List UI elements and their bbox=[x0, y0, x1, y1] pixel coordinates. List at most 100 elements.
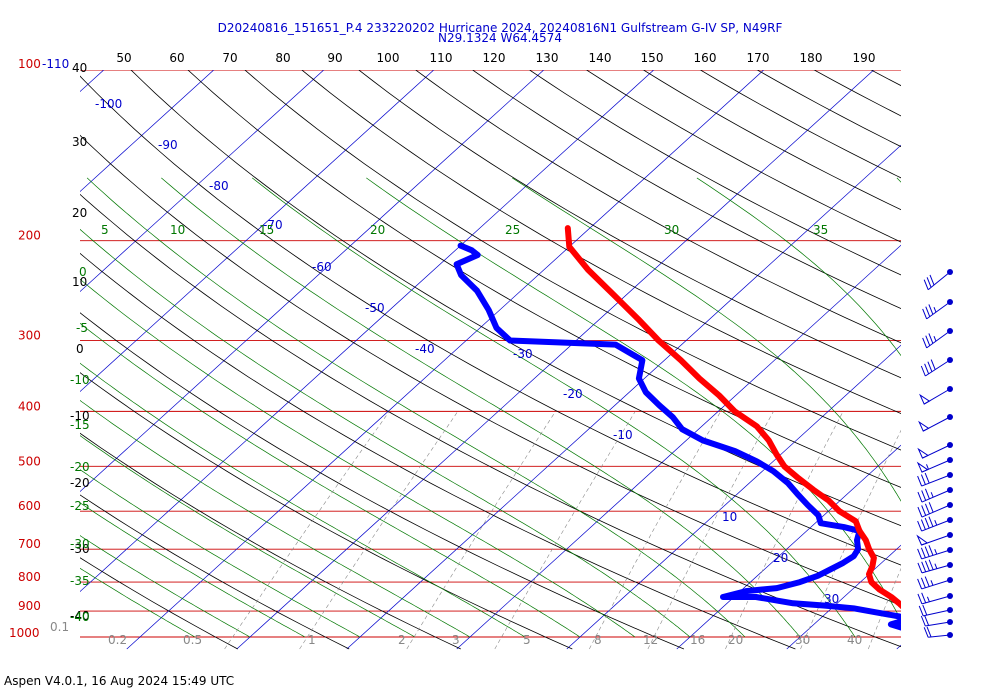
theta-label: 180 bbox=[800, 51, 823, 65]
wind-barb bbox=[916, 532, 953, 546]
wind-barb-flag bbox=[924, 560, 930, 571]
moist-adiabat-left-label: -10 bbox=[70, 373, 90, 387]
isotherm bbox=[236, 70, 875, 650]
wind-barb-flag bbox=[920, 615, 926, 627]
wind-barb-flag bbox=[920, 365, 926, 377]
wind-barb bbox=[917, 576, 953, 590]
wind-barb-flag bbox=[926, 277, 932, 288]
isotherm bbox=[676, 444, 901, 650]
moist-adiabat bbox=[86, 177, 746, 638]
moist-adiabat bbox=[80, 435, 416, 638]
isotherm-label: 10 bbox=[722, 510, 737, 524]
dry-adiabat bbox=[80, 75, 901, 566]
mixing-ratio-line bbox=[647, 411, 774, 650]
moist-adiabat-label: 25 bbox=[505, 223, 520, 237]
wind-barb-staff bbox=[921, 474, 951, 487]
wind-barb bbox=[917, 516, 953, 532]
height-label: 20 bbox=[72, 206, 87, 220]
wind-barb-flag bbox=[928, 333, 934, 344]
moist-adiabat-left-label: -35 bbox=[70, 574, 90, 588]
wind-barb-flag bbox=[921, 490, 927, 501]
dry-adiabat bbox=[80, 494, 350, 650]
wind-barb-staff bbox=[926, 301, 951, 320]
theta-label: 170 bbox=[747, 51, 770, 65]
isotherm bbox=[786, 544, 901, 650]
wind-barb bbox=[918, 604, 953, 617]
wind-barb-half bbox=[934, 519, 938, 526]
isotherm-label: 30 bbox=[824, 592, 839, 606]
height-label: 30 bbox=[72, 135, 87, 149]
isotherm bbox=[0, 44, 22, 649]
isotherm bbox=[346, 144, 901, 650]
theta-label: 190 bbox=[853, 51, 876, 65]
pressure-label-1000: 1000 bbox=[9, 626, 40, 640]
wind-barb-pennant bbox=[916, 534, 929, 546]
wind-barb bbox=[920, 615, 953, 627]
theta-label: 160 bbox=[694, 51, 717, 65]
mixing-ratio-label: 2 bbox=[398, 633, 406, 647]
wind-barb-flag bbox=[917, 475, 923, 487]
wind-barb-flag bbox=[925, 306, 931, 317]
wind-barb bbox=[917, 472, 953, 487]
wind-barb-pennant bbox=[918, 420, 930, 432]
wind-barb-flag bbox=[920, 519, 926, 530]
isotherm bbox=[126, 70, 765, 650]
moist-adiabat bbox=[366, 177, 901, 621]
theta-label: 80 bbox=[275, 51, 290, 65]
mixing-ratio-label: 40 bbox=[847, 633, 862, 647]
wind-barb-flag bbox=[923, 627, 929, 638]
wind-barb-flag bbox=[929, 274, 935, 286]
wind-barb-flag bbox=[917, 506, 923, 518]
wind-barb bbox=[917, 487, 953, 503]
moist-adiabat bbox=[80, 228, 691, 638]
footer-text: Aspen V4.0.1, 16 Aug 2024 15:49 UTC bbox=[4, 674, 235, 688]
isotherm bbox=[80, 70, 435, 393]
wind-barb-half bbox=[934, 548, 938, 555]
wind-barb-staff bbox=[921, 595, 951, 605]
wind-barb bbox=[917, 545, 953, 560]
wind-barb-half bbox=[934, 563, 938, 569]
moist-adiabat bbox=[80, 469, 361, 638]
dry-adiabat bbox=[960, 57, 1000, 649]
pressure-label-400: 400 bbox=[18, 399, 41, 413]
moist-adiabat-left-label: 0 bbox=[79, 265, 87, 279]
mixing-ratio-label: 0.1 bbox=[50, 620, 69, 634]
wind-barb-flag bbox=[923, 279, 929, 290]
pressure-label-300: 300 bbox=[18, 329, 41, 343]
wind-barb-half bbox=[926, 596, 930, 602]
theta-label: 140 bbox=[589, 51, 612, 65]
dry-adiabat bbox=[244, 70, 901, 451]
wind-barb-flag bbox=[924, 363, 930, 375]
wind-barb-staff bbox=[921, 564, 951, 574]
wind-barb bbox=[917, 592, 953, 605]
dry-adiabat bbox=[187, 70, 901, 488]
theta-label: 110 bbox=[430, 51, 453, 65]
wind-barb-pennant bbox=[917, 447, 929, 459]
isotherm bbox=[80, 70, 325, 293]
mixing-ratio-line bbox=[958, 411, 1000, 649]
height-label-40: 40 bbox=[72, 61, 87, 75]
mixing-ratio-label: 30 bbox=[795, 633, 810, 647]
isotherm bbox=[80, 70, 215, 193]
dry-adiabat bbox=[904, 57, 1000, 649]
isotherm-label: -100 bbox=[95, 97, 122, 111]
wind-barb bbox=[922, 299, 953, 320]
theta-label: 120 bbox=[483, 51, 506, 65]
wind-barb-flag bbox=[921, 505, 927, 516]
wind-barb-staff bbox=[925, 359, 951, 377]
theta-label: 90 bbox=[327, 51, 342, 65]
wind-barb-flag bbox=[928, 559, 934, 570]
wind-barb-flag bbox=[924, 472, 930, 484]
wind-barb-half bbox=[930, 492, 934, 498]
temperature-profile bbox=[564, 225, 901, 610]
wind-barb-flag bbox=[922, 337, 928, 349]
dry-adiabat bbox=[813, 70, 901, 117]
pressure-label-800: 800 bbox=[18, 570, 41, 584]
moist-adiabat-label: 30 bbox=[664, 223, 679, 237]
mixing-ratio-label: 8 bbox=[594, 633, 602, 647]
dry-adiabat bbox=[642, 70, 901, 211]
mixing-ratio-label: 0.2 bbox=[108, 633, 127, 647]
wind-barb-flag bbox=[917, 520, 923, 532]
